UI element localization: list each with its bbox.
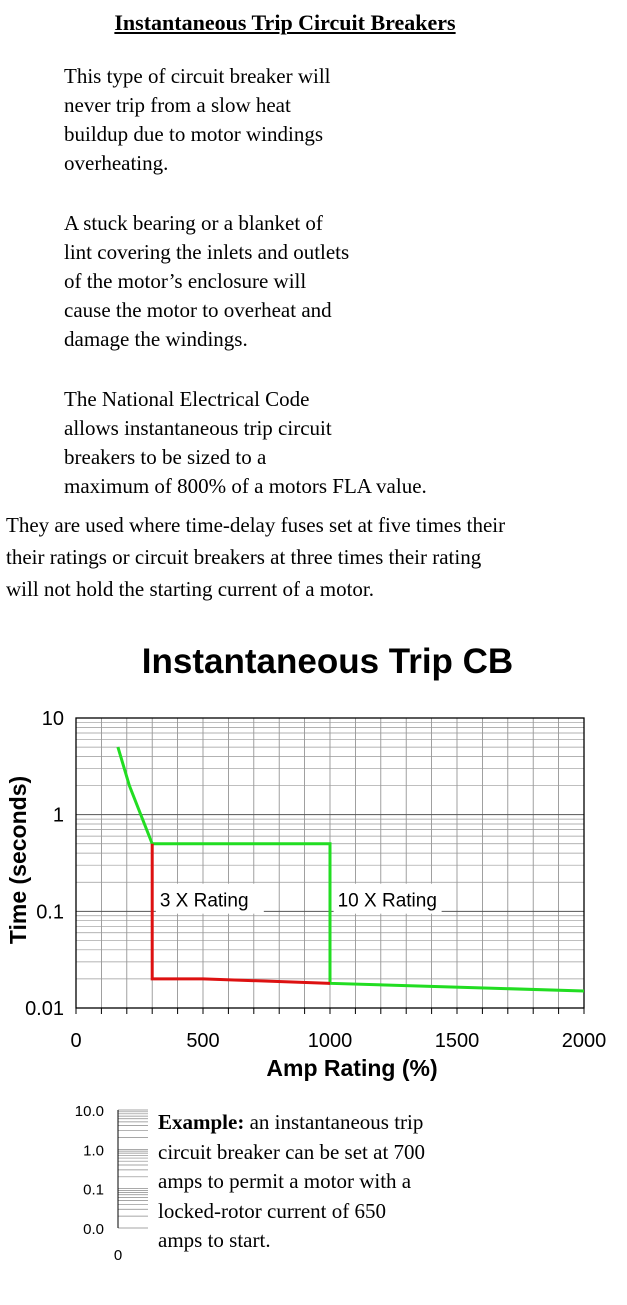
paragraph-3: The National Electrical Code allows inst…	[64, 385, 584, 501]
paragraph-2-line: of the motor’s enclosure will	[64, 269, 307, 293]
document-title: Instantaneous Trip Circuit Breakers	[114, 10, 456, 35]
x-axis-label: Amp Rating (%)	[266, 1055, 437, 1081]
y-tick-label: 0.01	[25, 998, 64, 1020]
x-tick-labels: 0 500 1000 1500 2000	[70, 1030, 606, 1052]
red-trip-curve	[150, 843, 331, 985]
paragraph-2-line: cause the motor to overheat and	[64, 298, 332, 322]
annotation-background	[155, 883, 264, 914]
paragraph-1: This type of circuit breaker will never …	[64, 62, 584, 178]
mini-y-tick-label: 0.1	[83, 1182, 104, 1199]
y-tick-label: 0.1	[36, 901, 64, 923]
chart-title: Instantaneous Trip CB	[141, 642, 514, 681]
chart-annotations: 3 X Rating 10 X Rating	[155, 883, 442, 914]
mini-scale-x-tick-labels: 0	[114, 1247, 122, 1264]
example-label: Example:	[158, 1110, 245, 1134]
trip-curve-chart: 3 X Rating 10 X Rating 0.01 0.1 1 10 0 500 100…	[5, 708, 606, 1081]
y-tick-labels: 0.01 0.1 1 10	[25, 708, 64, 1020]
mini-x-tick-label: 0	[114, 1247, 122, 1264]
mini-log-scale: 10.0 1.0 0.1 0.0 0	[75, 1103, 148, 1264]
x-tick-label: 1500	[435, 1030, 480, 1052]
example-line: circuit breaker can be set at 700	[158, 1139, 426, 1164]
example-first-line: Example: an instantaneous trip	[158, 1108, 508, 1138]
paragraph-2-line: A stuck bearing or a blanket of	[64, 211, 323, 235]
mini-scale-tick-labels: 10.0 1.0 0.1 0.0	[75, 1103, 104, 1238]
chart-series	[116, 746, 585, 993]
plot-frame	[75, 717, 585, 1009]
green-trip-curve	[116, 746, 585, 993]
x-tick-label: 500	[186, 1030, 219, 1052]
paragraph-2-line: damage the windings.	[64, 327, 248, 351]
annotation-10x-rating: 10 X Rating	[338, 891, 437, 912]
mini-y-tick-label: 0.0	[83, 1221, 104, 1238]
mini-y-tick-label: 1.0	[83, 1142, 104, 1159]
mini-scale-grid	[117, 1109, 148, 1229]
paragraph-4-line: their ratings or circuit breakers at thr…	[6, 545, 482, 569]
annotation-background	[333, 883, 442, 914]
paragraph-1-line: overheating.	[64, 151, 169, 175]
x-tick-label: 0	[70, 1030, 81, 1052]
x-tick-label: 1000	[308, 1030, 353, 1052]
paragraph-4-line: They are used where time-delay fuses set…	[6, 513, 506, 537]
y-axis-label: Time (seconds)	[5, 776, 31, 944]
paragraph-1-line: buildup due to motor windings	[64, 122, 323, 146]
paragraph-2: A stuck bearing or a blanket of lint cov…	[64, 209, 584, 354]
x-tick-label: 2000	[562, 1030, 607, 1052]
paragraph-3-line: breakers to be sized to a	[64, 445, 267, 469]
annotation-3x-rating: 3 X Rating	[160, 891, 249, 912]
example-line: amps to start.	[158, 1228, 271, 1252]
y-tick-label: 10	[42, 708, 64, 730]
example-line: amps to permit a motor with a	[158, 1169, 412, 1193]
paragraph-1-line: never trip from a slow heat	[64, 93, 291, 117]
paragraph-3-line: maximum of 800% of a motors FLA value.	[64, 474, 427, 498]
paragraph-4-line: will not hold the starting current of a …	[6, 577, 375, 601]
mini-y-tick-label: 10.0	[75, 1103, 104, 1120]
paragraph-3-line: allows instantaneous trip circuit	[64, 416, 332, 440]
example-first-text: an instantaneous trip	[244, 1110, 424, 1134]
paragraph-2-line: lint covering the inlets and outlets	[64, 240, 350, 264]
paragraph-1-line: This type of circuit breaker will	[64, 64, 331, 88]
example-line: locked-rotor current of 650	[158, 1198, 386, 1223]
paragraph-3-line: The National Electrical Code	[64, 387, 310, 411]
y-tick-label: 1	[53, 805, 64, 827]
paragraph-4: They are used where time-delay fuses set…	[6, 509, 621, 605]
example-text: Example: an instantaneous trip circuit b…	[158, 1108, 508, 1256]
